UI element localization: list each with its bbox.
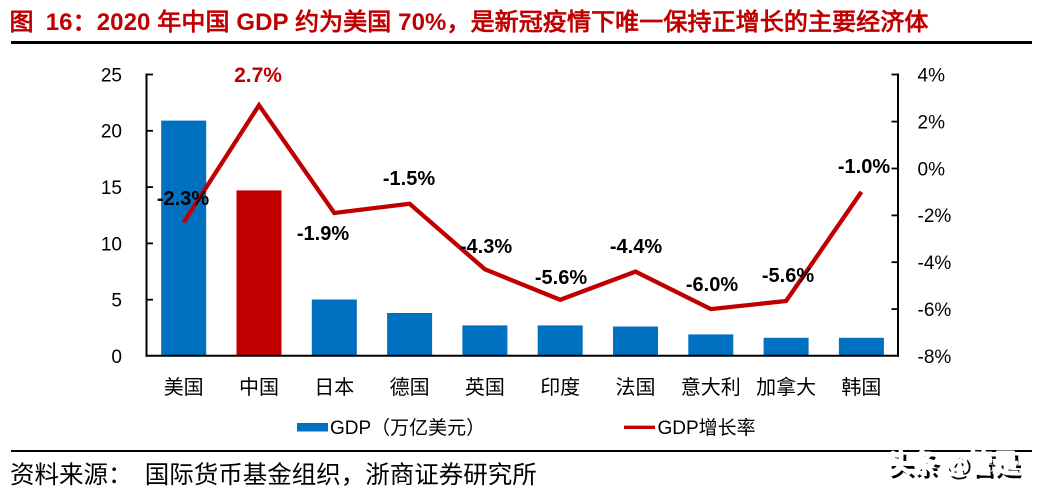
svg-text:2.7%: 2.7% [234,64,282,87]
svg-text:25: 25 [101,65,122,86]
svg-text:英国: 英国 [465,376,505,399]
svg-text:-5.6%: -5.6% [535,267,587,289]
svg-text:法国: 法国 [616,376,656,399]
svg-text:0: 0 [111,347,122,368]
svg-text:5: 5 [111,291,122,312]
svg-text:-5.6%: -5.6% [762,265,814,287]
svg-text:-1.0%: -1.0% [838,156,890,178]
svg-text:德国: 德国 [390,376,430,399]
svg-text:加拿大: 加拿大 [756,375,816,399]
svg-text:-6.0%: -6.0% [686,274,738,296]
svg-text:GDP增长率: GDP增长率 [658,417,756,439]
svg-text:-1.5%: -1.5% [383,168,435,190]
svg-text:印度: 印度 [540,376,580,399]
svg-text:-8%: -8% [918,347,952,368]
svg-text:20: 20 [101,122,122,143]
svg-text:-4%: -4% [918,253,952,274]
svg-text:-2.3%: -2.3% [157,188,209,210]
svg-text:10: 10 [101,234,122,255]
svg-text:4%: 4% [918,65,946,86]
svg-text:美国: 美国 [164,376,204,399]
svg-text:GDP（万亿美元）: GDP（万亿美元） [330,417,485,439]
svg-text:0%: 0% [918,159,946,180]
svg-text:韩国: 韩国 [841,376,881,399]
svg-text:-6%: -6% [918,300,952,321]
svg-text:15: 15 [101,178,122,199]
svg-text:2%: 2% [918,112,946,133]
svg-text:-4.4%: -4.4% [610,236,662,258]
svg-text:-2%: -2% [918,206,952,227]
svg-text:中国: 中国 [239,376,279,399]
svg-text:日本: 日本 [314,376,354,399]
svg-text:-4.3%: -4.3% [460,236,512,258]
svg-text:意大利: 意大利 [681,376,741,399]
svg-text:-1.9%: -1.9% [297,223,349,245]
